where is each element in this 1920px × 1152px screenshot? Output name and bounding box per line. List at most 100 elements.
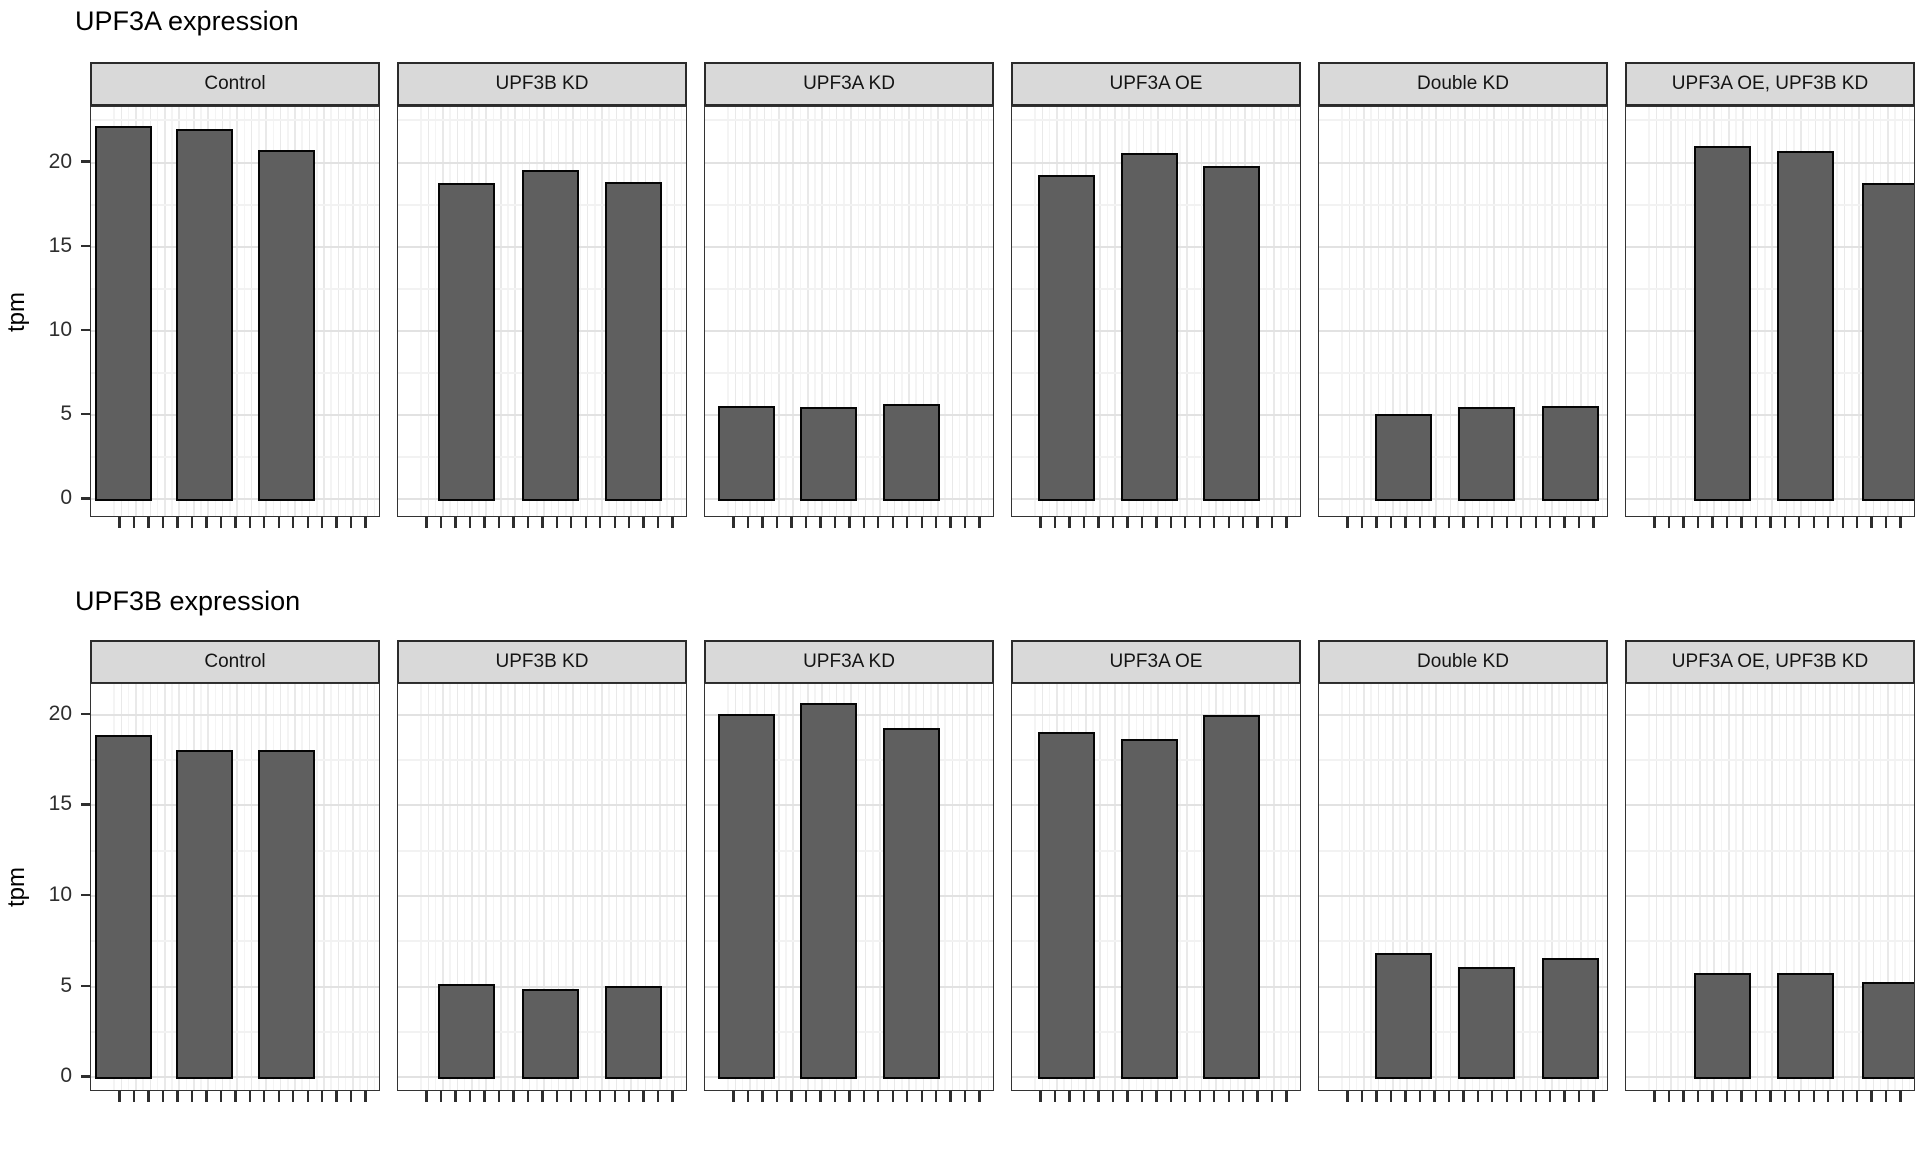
gridline-h-minor <box>705 203 993 206</box>
gridline-v-minor <box>1543 684 1546 1090</box>
bar <box>257 149 315 501</box>
bar <box>94 126 152 501</box>
gridline-v-major <box>1858 107 1860 516</box>
x-tick-mark <box>1563 517 1566 528</box>
chart-title: UPF3B expression <box>75 586 301 616</box>
gridline-v-minor <box>1879 684 1882 1090</box>
plot-panel <box>1011 106 1301 517</box>
y-tick-mark <box>81 803 90 806</box>
gridline-v-minor <box>785 684 787 1090</box>
x-tick-mark <box>306 517 309 528</box>
x-tick-mark <box>364 517 367 528</box>
gridline-v-major <box>366 107 369 516</box>
bar <box>605 181 663 501</box>
gridline-v-major <box>1287 107 1290 516</box>
gridline-h-minor <box>1012 119 1300 122</box>
gridline-v-minor <box>1471 684 1474 1090</box>
x-tick-mark <box>1520 1091 1523 1102</box>
x-tick-mark <box>934 1091 938 1102</box>
gridline-v-major <box>323 107 325 516</box>
bar <box>1457 407 1515 501</box>
gridline-v-major <box>1858 684 1860 1090</box>
plot-panel <box>1625 683 1915 1091</box>
gridline-v-major <box>1406 684 1409 1090</box>
x-tick-mark <box>1039 1091 1042 1102</box>
x-tick-mark <box>1577 517 1581 528</box>
gridline-v-minor <box>420 684 422 1090</box>
gridline-v-major <box>864 107 867 516</box>
gridline-v-major <box>1377 107 1380 516</box>
gridline-v-minor <box>944 684 946 1090</box>
x-tick-mark <box>497 1091 501 1102</box>
x-tick-mark <box>1884 517 1888 528</box>
x-tick-mark <box>468 1091 472 1102</box>
x-tick-mark <box>920 517 923 528</box>
x-tick-mark <box>1563 1091 1566 1102</box>
x-tick-mark <box>555 517 558 528</box>
gridline-v-minor <box>1500 684 1503 1090</box>
gridline-h-major <box>1319 804 1607 807</box>
bar <box>94 735 152 1079</box>
y-tick-label: 20 <box>48 149 72 173</box>
facet-strip-label: UPF3A KD <box>803 651 895 672</box>
y-tick-label: 10 <box>48 883 72 907</box>
x-tick-mark <box>292 1091 295 1102</box>
gridline-v-major <box>250 684 253 1090</box>
y-tick-mark <box>81 497 90 500</box>
gridline-h-minor <box>1626 203 1914 206</box>
x-tick-mark <box>132 1091 136 1102</box>
gridline-v-major <box>1186 107 1188 516</box>
gridline-v-major <box>1551 684 1553 1090</box>
x-tick-mark <box>335 517 338 528</box>
gridline-v-minor <box>171 107 173 516</box>
facet-strip: UPF3A OE, UPF3B KD <box>1625 640 1915 684</box>
x-tick-mark <box>1082 1091 1086 1102</box>
x-tick-mark <box>1227 1091 1230 1102</box>
x-tick-mark <box>1711 1091 1714 1102</box>
gridline-v-major <box>1901 684 1904 1090</box>
x-tick-mark <box>570 1091 573 1102</box>
gridline-v-minor <box>1764 107 1766 516</box>
y-tick-mark <box>81 413 90 416</box>
y-tick-label: 10 <box>48 318 72 342</box>
gridline-v-minor <box>1193 684 1196 1090</box>
x-tick-mark <box>790 1091 793 1102</box>
gridline-v-minor <box>1514 684 1517 1090</box>
gridline-v-minor <box>799 107 802 516</box>
x-tick-mark <box>1418 517 1422 528</box>
gridline-v-major <box>1771 107 1773 516</box>
bar <box>882 728 940 1079</box>
gridline-v-major <box>1536 107 1539 516</box>
facet-strip-label: UPF3A OE, UPF3B KD <box>1671 651 1869 672</box>
gridline-v-major <box>485 684 488 1090</box>
x-tick-mark <box>1740 517 1743 528</box>
x-tick-mark <box>1769 517 1772 528</box>
gridline-h-major <box>705 330 993 333</box>
x-tick-mark <box>656 517 660 528</box>
gridline-v-minor <box>1486 684 1488 1090</box>
x-tick-mark <box>775 517 779 528</box>
x-tick-mark <box>497 517 501 528</box>
y-tick-mark <box>81 244 90 247</box>
gridline-v-minor <box>359 684 361 1090</box>
facet-strip: Control <box>90 62 380 106</box>
gridline-v-major <box>966 107 968 516</box>
x-tick-mark <box>1213 1091 1216 1102</box>
gridline-v-major <box>1420 684 1423 1090</box>
gridline-v-minor <box>1399 107 1401 516</box>
gridline-v-major <box>1565 107 1568 516</box>
x-tick-mark <box>804 1091 808 1102</box>
gridline-v-major <box>1756 107 1759 516</box>
gridline-h-minor <box>705 372 993 375</box>
gridline-h-major <box>1319 161 1607 164</box>
gridline-v-minor <box>1543 107 1546 516</box>
x-tick-mark <box>526 1091 530 1102</box>
gridline-h-minor <box>91 203 379 206</box>
gridline-h-major <box>1626 895 1914 898</box>
bar <box>1694 146 1752 501</box>
gridline-v-major <box>1099 107 1102 516</box>
gridline-v-minor <box>1428 684 1430 1090</box>
gridline-v-minor <box>1280 107 1282 516</box>
